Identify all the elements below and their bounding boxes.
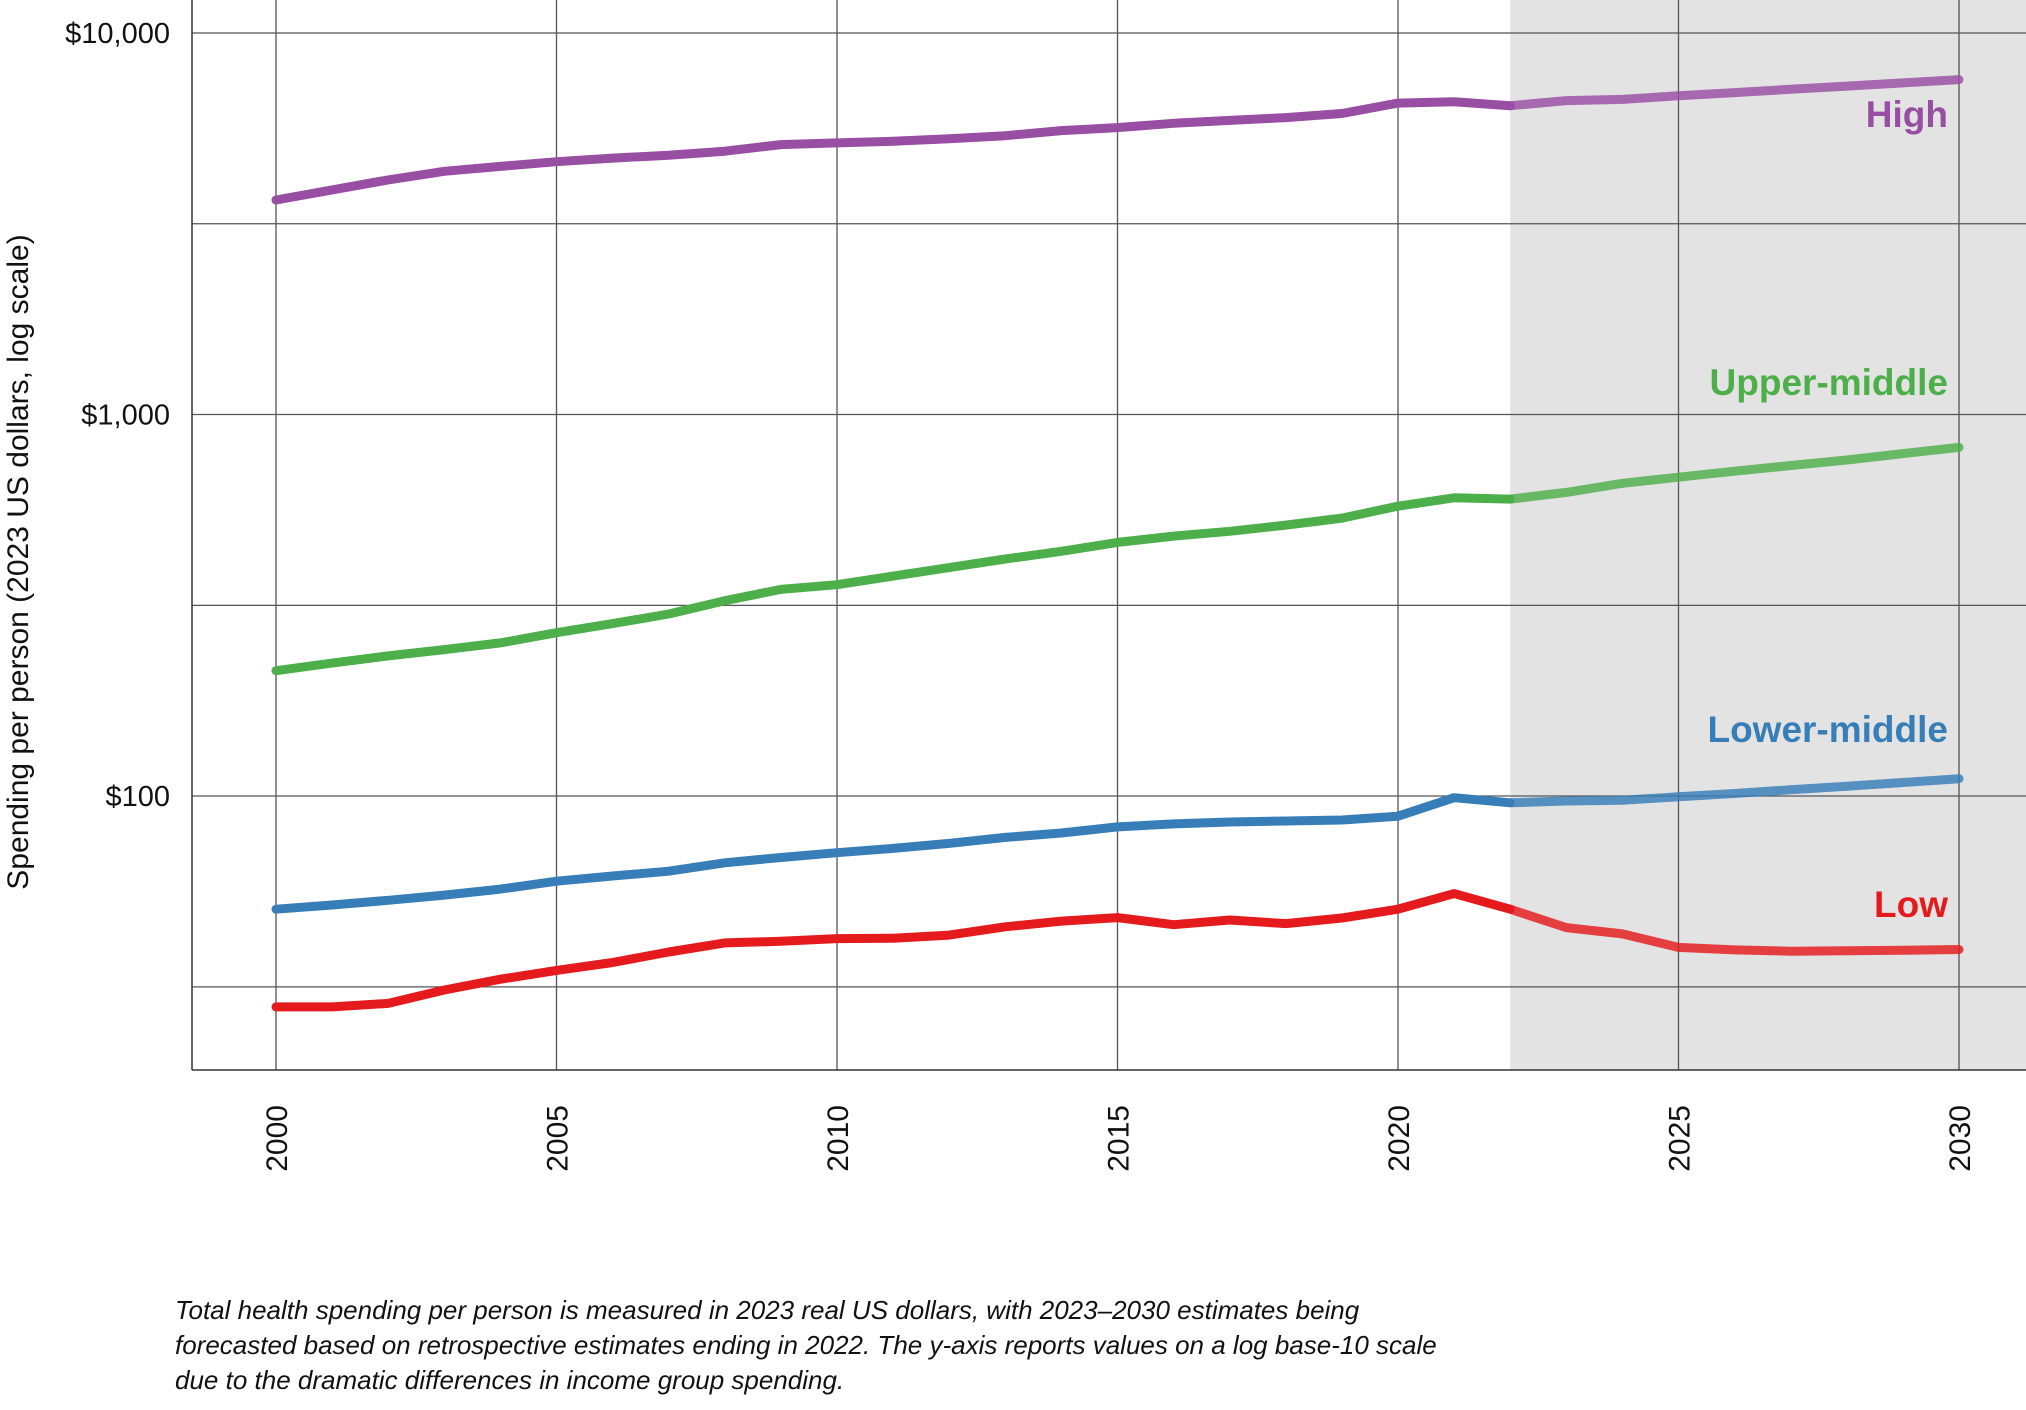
- y-tick-label: $100: [105, 781, 170, 813]
- forecast-shade-layer: [1510, 0, 2026, 1070]
- series-forecast-line-lower-middle: [1505, 774, 1964, 808]
- series-label-lower-middle: Lower-middle: [1707, 709, 1948, 750]
- series-forecast-line-low: [1505, 904, 1964, 956]
- series-label-layer: High Upper-middle Lower-middle Low: [1707, 94, 1948, 925]
- series-forecast-line-upper-middle: [1505, 442, 1964, 504]
- y-tick-label: $10,000: [65, 18, 170, 50]
- series-label-upper-middle: Upper-middle: [1710, 362, 1948, 403]
- series-forecast-line-high: [1505, 75, 1964, 111]
- y-tick-label: $1,000: [81, 400, 170, 432]
- series-line-low: [271, 889, 1515, 1012]
- series-line-high: [271, 97, 1515, 205]
- y-axis-label: Spending per person (2023 US dollars, lo…: [2, 234, 35, 889]
- series-line-upper-middle: [271, 493, 1515, 676]
- forecast-shaded-region: [1510, 0, 2026, 1070]
- x-tick-label: 2005: [542, 1105, 575, 1172]
- series-label-high: High: [1866, 94, 1948, 135]
- x-tick-label: 2000: [261, 1105, 294, 1172]
- series-line-lower-middle: [271, 793, 1515, 914]
- grid-layer: [192, 0, 2026, 1070]
- x-tick-label: 2020: [1383, 1105, 1416, 1172]
- series-layer: [271, 75, 1964, 1012]
- axis-layer: $10,000 $1,000 $100 2000 2005 2010 2015 2020 202…: [65, 0, 2026, 1172]
- x-tick-label: 2010: [822, 1105, 855, 1172]
- x-tick-label: 2015: [1103, 1105, 1136, 1172]
- x-tick-label: 2030: [1944, 1105, 1977, 1172]
- chart-caption: Total health spending per person is meas…: [175, 1295, 1437, 1395]
- x-tick-label: 2025: [1664, 1105, 1697, 1172]
- series-label-low: Low: [1874, 884, 1948, 925]
